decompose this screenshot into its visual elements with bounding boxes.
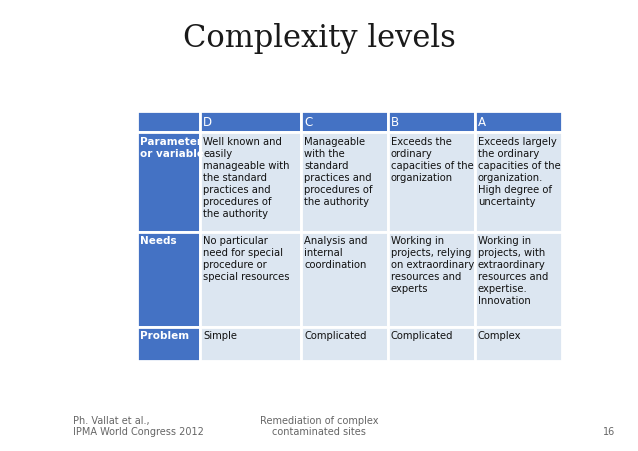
Text: Manageable
with the
standard
practices and
procedures of
the authority: Manageable with the standard practices a… xyxy=(304,137,373,207)
Text: Remediation of complex
contaminated sites: Remediation of complex contaminated site… xyxy=(260,416,378,437)
Bar xyxy=(200,231,301,327)
Text: Needs: Needs xyxy=(140,236,176,246)
Bar xyxy=(301,111,388,133)
Bar xyxy=(388,327,475,361)
Bar xyxy=(301,133,388,231)
Text: Complicated: Complicated xyxy=(304,331,366,341)
Text: Complexity levels: Complexity levels xyxy=(182,23,456,54)
Text: A: A xyxy=(478,115,486,129)
Bar xyxy=(200,111,301,133)
Bar xyxy=(137,231,200,327)
Text: Complicated: Complicated xyxy=(391,331,454,341)
Bar xyxy=(137,327,200,361)
Bar xyxy=(200,327,301,361)
Bar xyxy=(137,111,200,133)
Text: Well known and
easily
manageable with
the standard
practices and
procedures of
t: Well known and easily manageable with th… xyxy=(203,137,290,219)
Text: Working in
projects, with
extraordinary
resources and
expertise.
Innovation: Working in projects, with extraordinary … xyxy=(478,236,548,306)
Text: Complex: Complex xyxy=(478,331,521,341)
Text: Exceeds the
ordinary
capacities of the
organization: Exceeds the ordinary capacities of the o… xyxy=(391,137,473,183)
Text: Problem: Problem xyxy=(140,331,189,341)
Bar xyxy=(475,231,562,327)
Text: Exceeds largely
the ordinary
capacities of the
organization.
High degree of
unce: Exceeds largely the ordinary capacities … xyxy=(478,137,561,207)
Text: C: C xyxy=(304,115,312,129)
Bar xyxy=(475,111,562,133)
Bar xyxy=(137,133,200,231)
Bar xyxy=(301,231,388,327)
Text: Simple: Simple xyxy=(203,331,237,341)
Bar xyxy=(388,231,475,327)
Text: 16: 16 xyxy=(604,428,616,437)
Bar xyxy=(200,133,301,231)
Text: Analysis and
internal
coordination: Analysis and internal coordination xyxy=(304,236,367,270)
Bar xyxy=(301,327,388,361)
Bar xyxy=(388,133,475,231)
Text: Ph. Vallat et al.,
IPMA World Congress 2012: Ph. Vallat et al., IPMA World Congress 2… xyxy=(73,416,204,437)
Bar xyxy=(475,327,562,361)
Bar xyxy=(388,111,475,133)
Text: Parameter
or variable: Parameter or variable xyxy=(140,137,204,159)
Text: B: B xyxy=(391,115,399,129)
Text: D: D xyxy=(203,115,212,129)
Bar xyxy=(475,133,562,231)
Text: Working in
projects, relying
on extraordinary
resources and
experts: Working in projects, relying on extraord… xyxy=(391,236,474,294)
Text: No particular
need for special
procedure or
special resources: No particular need for special procedure… xyxy=(203,236,290,282)
